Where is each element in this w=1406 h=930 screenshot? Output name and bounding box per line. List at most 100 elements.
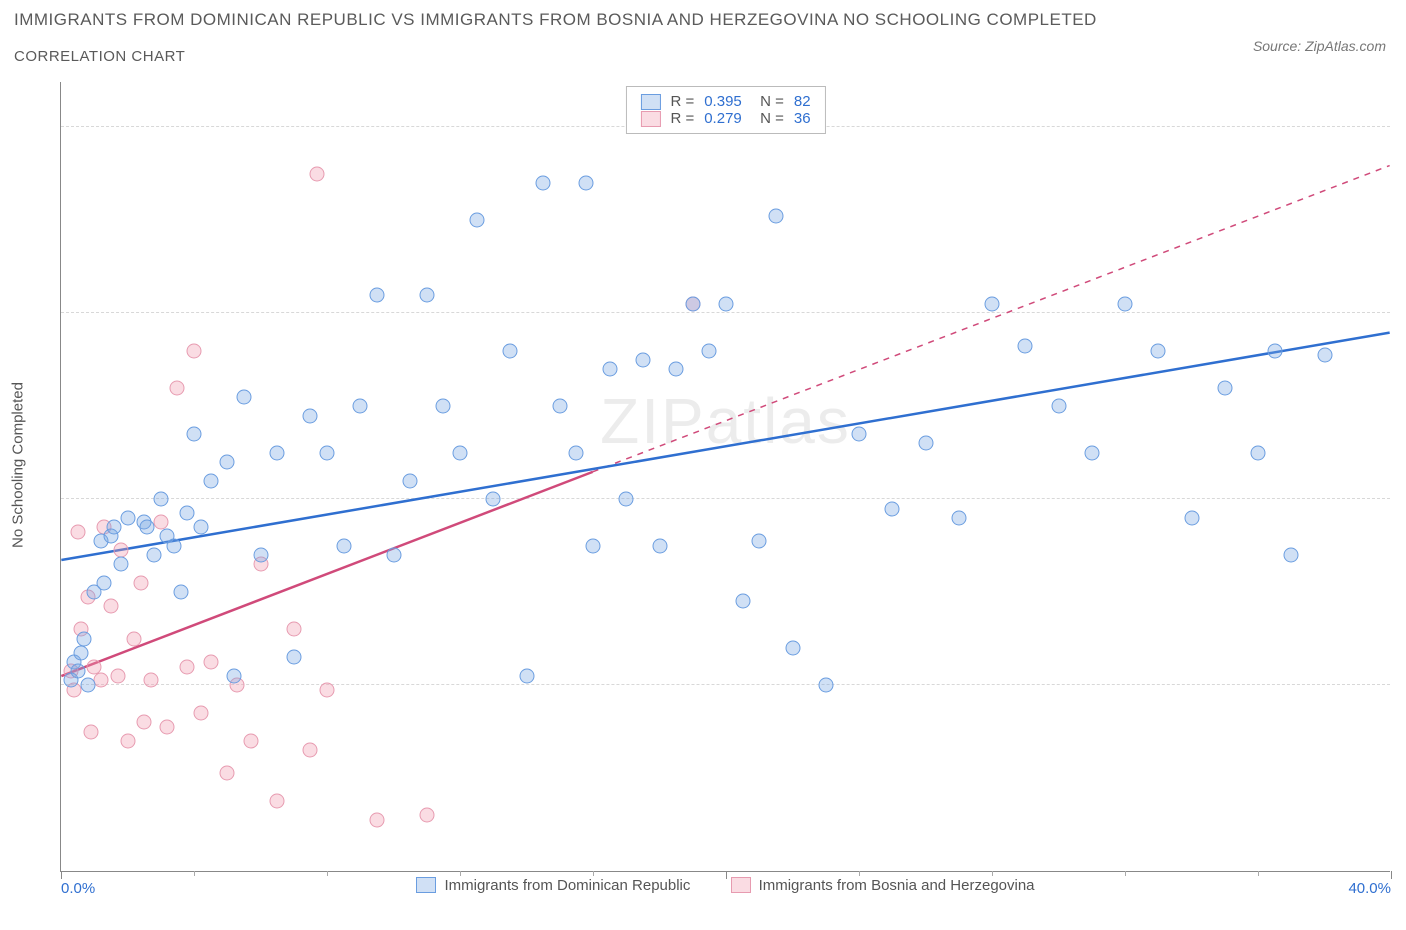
data-point xyxy=(386,548,401,563)
data-point xyxy=(502,343,517,358)
data-point xyxy=(852,427,867,442)
data-point xyxy=(320,682,335,697)
data-point xyxy=(286,650,301,665)
data-point xyxy=(180,506,195,521)
data-point xyxy=(669,362,684,377)
x-tick-label: 40.0% xyxy=(1348,880,1391,897)
data-point xyxy=(243,733,258,748)
correlation-legend: R = 0.395 N = 82 R = 0.279 N = 36 xyxy=(625,86,825,134)
r-label: R = xyxy=(670,93,694,110)
r-value-bosnia: 0.279 xyxy=(704,110,742,127)
data-point xyxy=(652,538,667,553)
data-point xyxy=(120,733,135,748)
series-legend: Immigrants from Dominican Republic Immig… xyxy=(61,877,1390,898)
data-point xyxy=(1151,343,1166,358)
data-point xyxy=(236,390,251,405)
n-value-bosnia: 36 xyxy=(794,110,811,127)
data-point xyxy=(552,399,567,414)
data-point xyxy=(1217,380,1232,395)
data-point xyxy=(77,631,92,646)
legend-label-bosnia: Immigrants from Bosnia and Herzegovina xyxy=(759,877,1035,894)
data-point xyxy=(110,668,125,683)
data-point xyxy=(113,543,128,558)
data-point xyxy=(519,668,534,683)
data-point xyxy=(167,538,182,553)
data-point xyxy=(193,520,208,535)
data-point xyxy=(369,287,384,302)
data-point xyxy=(127,631,142,646)
data-point xyxy=(1267,343,1282,358)
data-point xyxy=(253,548,268,563)
data-point xyxy=(93,673,108,688)
data-point xyxy=(120,510,135,525)
data-point xyxy=(1184,510,1199,525)
data-point xyxy=(153,515,168,530)
legend-row-bosnia: R = 0.279 N = 36 xyxy=(640,110,810,127)
swatch-dominican xyxy=(640,94,660,110)
data-point xyxy=(419,808,434,823)
r-label: R = xyxy=(670,110,694,127)
r-value-dominican: 0.395 xyxy=(704,93,742,110)
data-point xyxy=(353,399,368,414)
data-point xyxy=(170,380,185,395)
data-point xyxy=(70,524,85,539)
data-point xyxy=(752,534,767,549)
data-point xyxy=(203,473,218,488)
data-point xyxy=(436,399,451,414)
data-point xyxy=(147,548,162,563)
data-point xyxy=(619,492,634,507)
data-point xyxy=(951,510,966,525)
data-point xyxy=(453,445,468,460)
data-point xyxy=(203,654,218,669)
n-value-dominican: 82 xyxy=(794,93,811,110)
data-point xyxy=(419,287,434,302)
data-point xyxy=(635,352,650,367)
data-point xyxy=(1251,445,1266,460)
data-point xyxy=(113,557,128,572)
data-point xyxy=(193,706,208,721)
y-axis-label: No Schooling Completed xyxy=(10,382,27,548)
data-point xyxy=(579,176,594,191)
data-point xyxy=(310,166,325,181)
data-point xyxy=(97,575,112,590)
data-point xyxy=(303,743,318,758)
data-point xyxy=(336,538,351,553)
data-point xyxy=(83,724,98,739)
data-point xyxy=(220,766,235,781)
data-point xyxy=(685,297,700,312)
data-point xyxy=(73,645,88,660)
data-point xyxy=(187,427,202,442)
data-point xyxy=(719,297,734,312)
x-tick-label: 0.0% xyxy=(61,880,95,897)
n-label: N = xyxy=(752,93,784,110)
data-point xyxy=(702,343,717,358)
data-point xyxy=(818,678,833,693)
data-point xyxy=(160,719,175,734)
data-point xyxy=(602,362,617,377)
data-point xyxy=(1018,338,1033,353)
data-point xyxy=(785,640,800,655)
data-point xyxy=(885,501,900,516)
data-point xyxy=(173,585,188,600)
swatch-dominican-b xyxy=(416,877,436,893)
data-point xyxy=(220,455,235,470)
data-point xyxy=(270,445,285,460)
data-point xyxy=(87,659,102,674)
data-point xyxy=(1317,348,1332,363)
data-point xyxy=(586,538,601,553)
data-point xyxy=(133,575,148,590)
data-point xyxy=(768,208,783,223)
legend-item-dominican: Immigrants from Dominican Republic xyxy=(416,877,690,894)
data-point xyxy=(107,520,122,535)
data-point xyxy=(469,213,484,228)
source-prefix: Source: xyxy=(1253,38,1305,54)
data-point xyxy=(140,520,155,535)
trend-lines xyxy=(61,82,1390,871)
swatch-bosnia-b xyxy=(731,877,751,893)
data-point xyxy=(143,673,158,688)
chart-title: IMMIGRANTS FROM DOMINICAN REPUBLIC VS IM… xyxy=(14,10,1097,30)
legend-item-bosnia: Immigrants from Bosnia and Herzegovina xyxy=(731,877,1035,894)
data-point xyxy=(1051,399,1066,414)
data-point xyxy=(153,492,168,507)
plot-area: ZIPatlas 2.0%4.0%6.0%8.0% R = 0.395 N = … xyxy=(60,82,1390,872)
